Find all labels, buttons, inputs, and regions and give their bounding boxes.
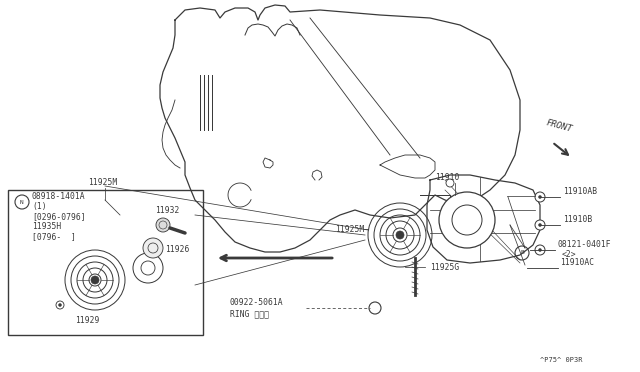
Text: (1): (1)	[32, 202, 47, 211]
Circle shape	[538, 248, 541, 251]
Text: [0296-0796]: [0296-0796]	[32, 212, 86, 221]
Text: 11910AB: 11910AB	[563, 187, 597, 196]
Text: 11926: 11926	[165, 245, 189, 254]
Text: 11925G: 11925G	[430, 263, 460, 272]
Text: RING リング: RING リング	[230, 309, 269, 318]
Text: 11929: 11929	[75, 316, 99, 325]
Circle shape	[535, 220, 545, 230]
Text: 11925M—: 11925M—	[335, 225, 369, 234]
Text: <2>: <2>	[562, 250, 577, 259]
Circle shape	[91, 276, 99, 284]
Circle shape	[535, 192, 545, 202]
Text: ^P75^ 0P3R: ^P75^ 0P3R	[540, 357, 582, 363]
Circle shape	[538, 224, 541, 227]
Text: [0796-  ]: [0796- ]	[32, 232, 76, 241]
Circle shape	[535, 245, 545, 255]
Circle shape	[439, 192, 495, 248]
Circle shape	[396, 231, 404, 239]
Text: 11910: 11910	[435, 173, 460, 182]
Text: 11925M: 11925M	[88, 178, 117, 187]
Circle shape	[143, 238, 163, 258]
Text: FRONT: FRONT	[545, 118, 573, 134]
Text: 11910B: 11910B	[563, 215, 592, 224]
Circle shape	[446, 179, 454, 187]
Bar	[8, 190, 203, 335]
Text: 00922-5061A: 00922-5061A	[230, 298, 284, 307]
Circle shape	[538, 196, 541, 199]
Text: 08918-1401A: 08918-1401A	[32, 192, 86, 201]
Text: 08121-0401F: 08121-0401F	[558, 240, 612, 249]
Text: 11910AC: 11910AC	[560, 258, 594, 267]
Circle shape	[156, 218, 170, 232]
Text: 11932: 11932	[155, 206, 179, 215]
Text: N: N	[20, 199, 24, 205]
Circle shape	[58, 304, 61, 307]
Text: 11935H: 11935H	[32, 222, 61, 231]
Text: B: B	[520, 250, 524, 256]
